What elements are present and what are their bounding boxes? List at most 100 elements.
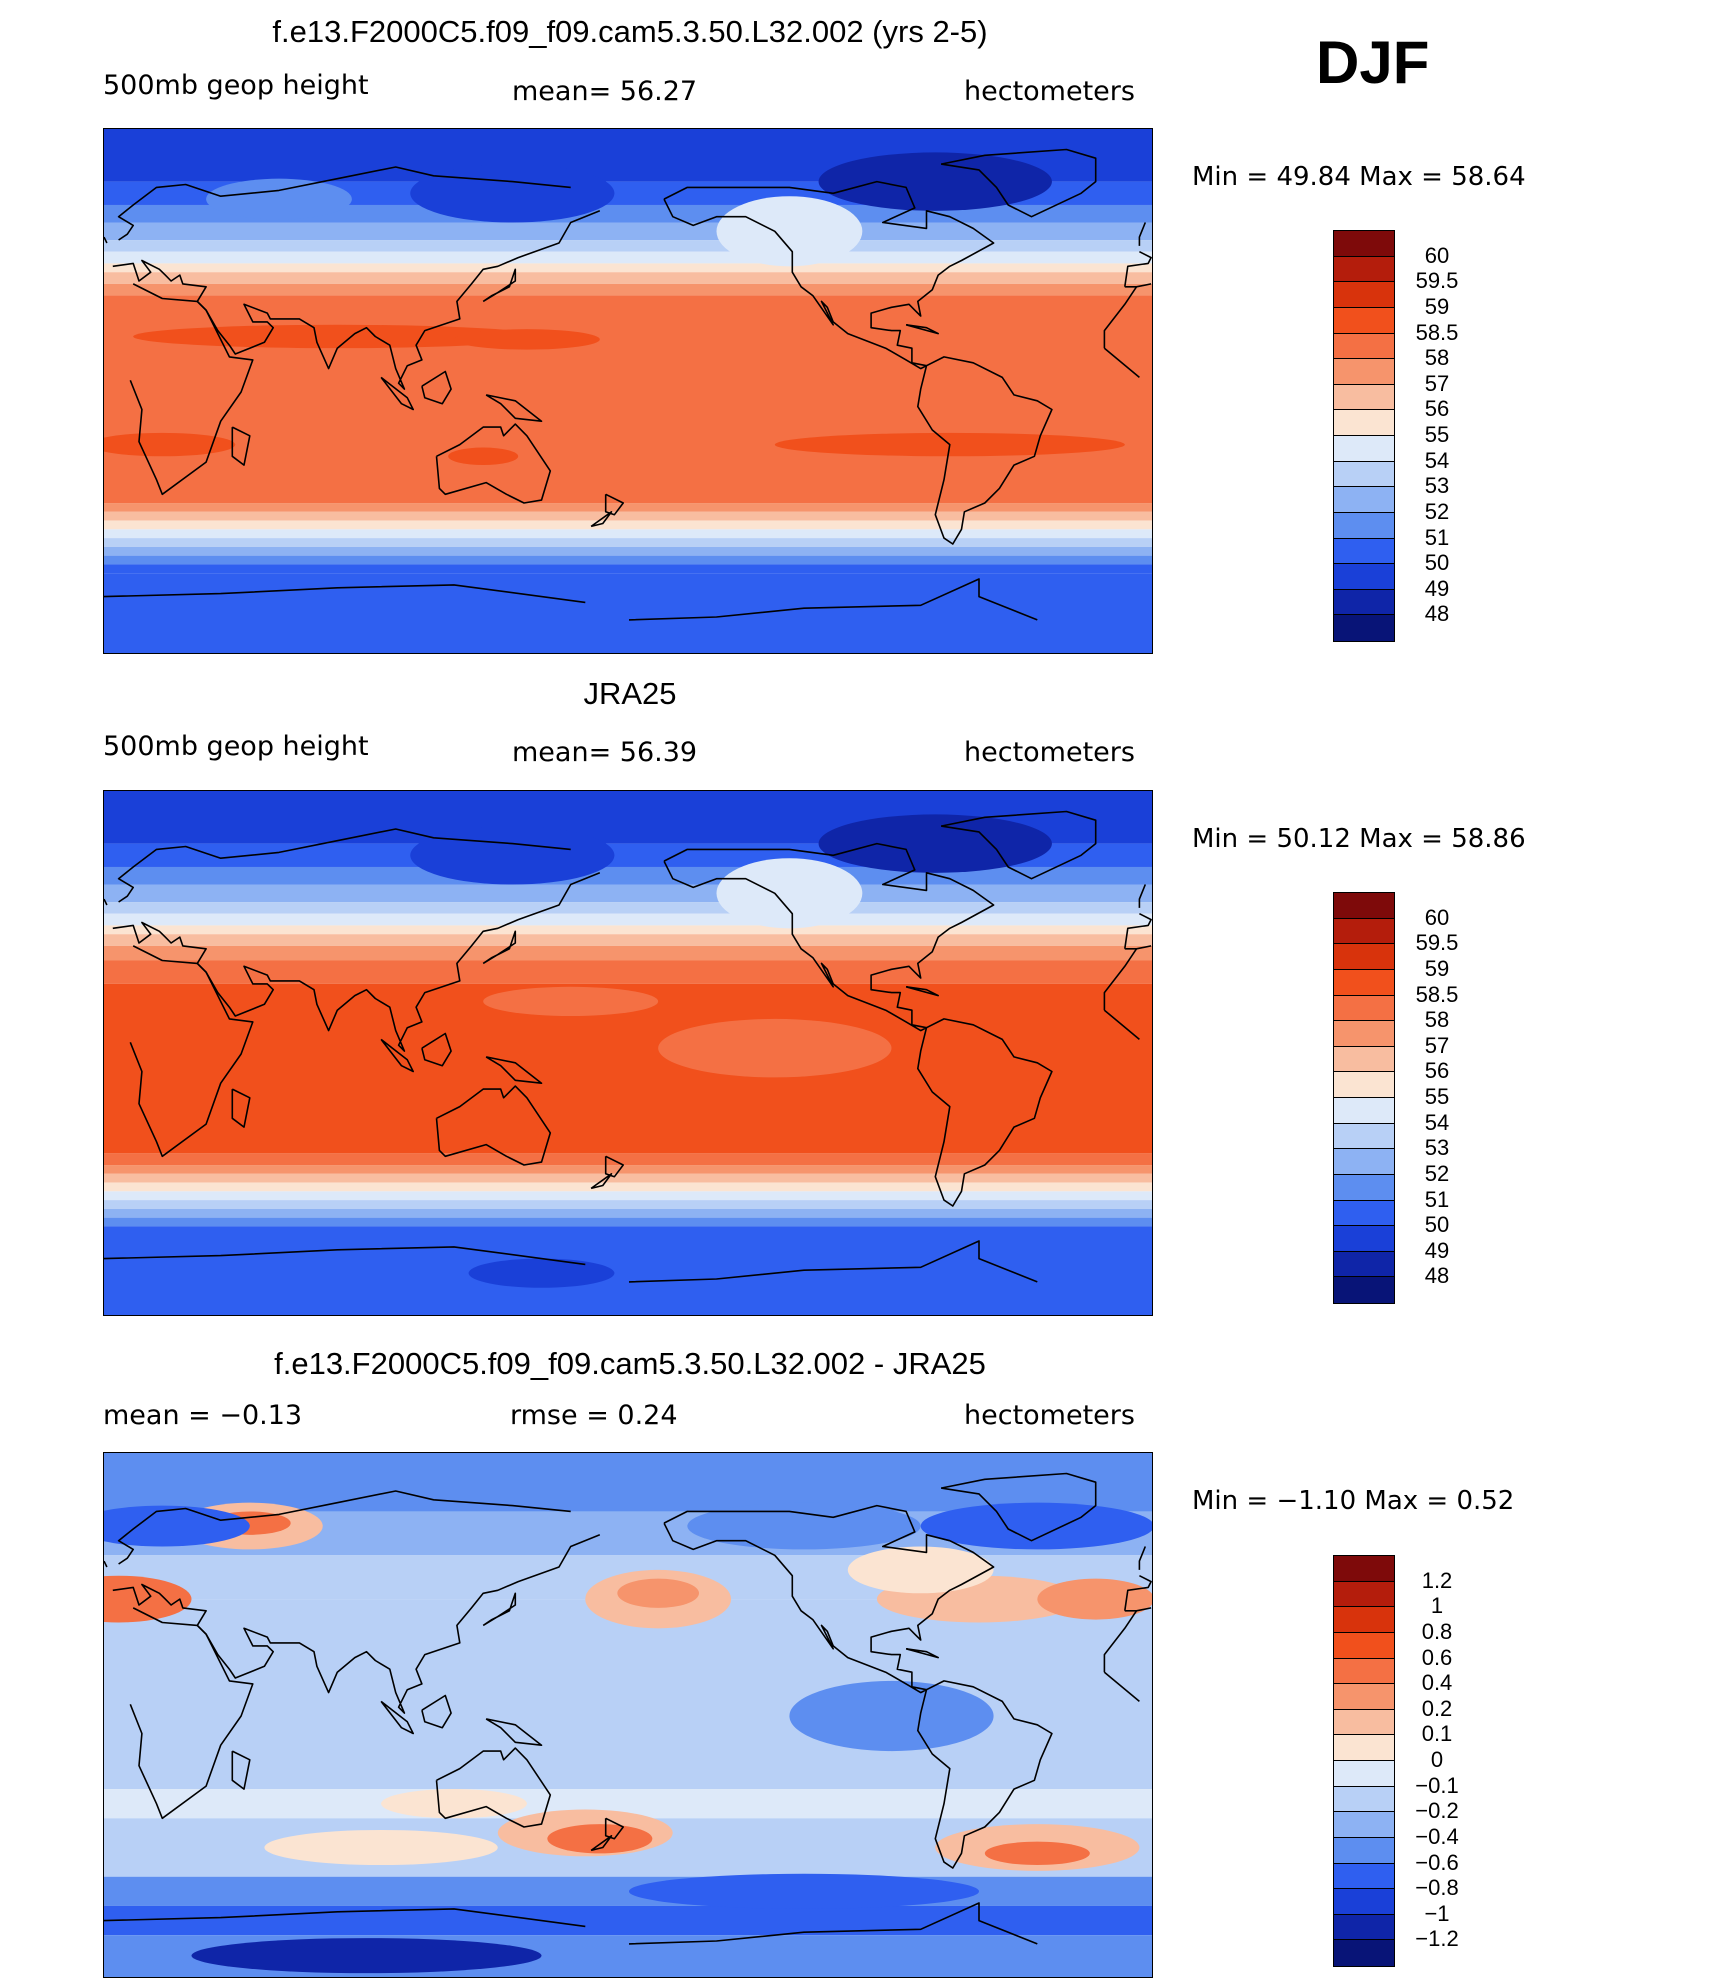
panel2-colorbar-swatch (1334, 1021, 1394, 1047)
panel2-colorbar-swatch (1334, 1072, 1394, 1098)
panel3-coastline (231, 1750, 251, 1790)
panel3-colorbar-swatch (1334, 1581, 1394, 1608)
panel1-colorbar-tick-label: 50 (1424, 550, 1450, 576)
panel2-center-label: mean= 56.39 (512, 737, 698, 768)
panel3-coastlines (104, 1472, 1153, 1944)
panel2-contour-band (104, 1217, 1152, 1227)
panel3-colorbar-swatch (1334, 1812, 1394, 1838)
panel3-colorbar-tick-label: −0.6 (1415, 1849, 1459, 1875)
panel3-right-label: hectometers (964, 1400, 1135, 1431)
panel2-contour-band (104, 1182, 1152, 1192)
panel3-colorbar-swatch (1334, 1940, 1394, 1966)
panel2-colorbar-tick-label: 55 (1424, 1084, 1450, 1109)
panel2-colorbar-swatch (1334, 1200, 1394, 1227)
panel1-max-region (454, 329, 600, 350)
panel1-trough (206, 178, 352, 220)
panel2-colorbar-tick-label: 58 (1424, 1007, 1450, 1033)
panel1-contour-band (104, 222, 1152, 241)
panel3-negative-anomaly (920, 1502, 1152, 1550)
panel1-colorbar-swatch (1334, 231, 1394, 257)
panel1-contour-band (104, 272, 1152, 284)
panel1-colorbar-tick-label: 59.5 (1415, 268, 1459, 294)
panel2-colorbar-swatch (1334, 995, 1394, 1022)
panel3-negative-anomaly (687, 1502, 921, 1550)
panel1-right-label: hectometers (964, 76, 1135, 107)
panel1-colorbar-swatch (1334, 333, 1394, 360)
panel3-coastline (421, 1694, 452, 1729)
panel1-colorbar-swatch (1334, 589, 1394, 616)
panel3-positive-anomaly (1037, 1578, 1152, 1620)
panel2-colorbar-tick-label: 57 (1424, 1032, 1450, 1058)
panel3-coastline (590, 1835, 613, 1852)
panel3-colorbar-tick-label: −0.2 (1415, 1798, 1459, 1824)
panel2-coastline (112, 828, 1152, 1052)
panel1-coastline (421, 370, 452, 405)
panel3-colorbar-tick-label: 0.8 (1421, 1618, 1453, 1644)
panel3-coastline (485, 1718, 543, 1746)
panel1-colorbar-swatch (1334, 487, 1394, 513)
panel1-colorbar-swatch (1334, 410, 1394, 436)
panel1-trough (410, 164, 615, 223)
panel3-coastline (104, 1546, 1147, 1570)
panel1-contour-band (104, 538, 1152, 547)
panel1-contour-band (104, 263, 1152, 273)
panel2-colorbar-tick-label: 60 (1424, 904, 1450, 930)
panel3-colorbar-swatch (1334, 1837, 1394, 1864)
panel3-colorbar-tick-label: −1 (1424, 1900, 1450, 1926)
panel2-colorbar-swatch (1334, 969, 1394, 996)
panel2-contour-band (104, 1191, 1152, 1201)
panel1-trough (818, 152, 1052, 211)
panel1-coastline (917, 356, 1053, 545)
panel1-coastline (104, 222, 1147, 246)
panel1-coastline (485, 394, 543, 422)
panel2-colorbar-tick-label: 59 (1424, 955, 1450, 981)
panel1-colorbar-swatch (1334, 436, 1394, 462)
panel1-contour-band (104, 564, 1152, 574)
panel3-negative-anomaly (191, 1938, 542, 1974)
panel1-colorbar-swatch (1334, 282, 1394, 308)
panel1-colorbar-tick-label: 49 (1424, 575, 1450, 601)
panel2-map (103, 790, 1153, 1316)
panel2-colorbar-tick-label: 59.5 (1415, 930, 1459, 956)
panel1-colorbar-swatch (1334, 461, 1394, 488)
panel3-positive-anomaly (547, 1824, 653, 1854)
panel3-title: f.e13.F2000C5.f09_f09.cam5.3.50.L32.002 … (274, 1346, 986, 1381)
panel1-colorbar-tick-label: 60 (1424, 242, 1450, 268)
panel1-contour-band (104, 520, 1152, 530)
panel3-colorbar-tick-label: 1.2 (1421, 1567, 1453, 1593)
panel1-coastline (905, 324, 939, 335)
panel2-minmax: Min = 50.12 Max = 58.86 (1192, 824, 1526, 854)
panel3-colorbar-swatch (1334, 1658, 1394, 1685)
panel1-colorbar-tick-label: 58 (1424, 345, 1450, 371)
panel3-coastline (940, 1472, 1097, 1542)
panel3-coastline (917, 1680, 1053, 1869)
panel2-contour-band (104, 1165, 1152, 1174)
panel3-negative-anomaly (104, 1505, 250, 1547)
panel2-right-label: hectometers (964, 737, 1135, 768)
panel2-contour-band (104, 866, 1152, 885)
panel3-negative-anomaly (220, 1613, 571, 1760)
panel3-colorbar-tick-label: 0.4 (1421, 1670, 1453, 1696)
panel3-colorbar (1333, 1555, 1395, 1967)
panel2-colorbar-tick-label: 51 (1424, 1186, 1450, 1212)
panel3-left-label: mean = −0.13 (103, 1400, 303, 1431)
panel2-coastline (231, 1088, 251, 1128)
panel1-contour-band (104, 573, 1152, 653)
panel2-contour-band (104, 1208, 1152, 1218)
panel1-colorbar-tick-label: 48 (1424, 601, 1450, 627)
panel3-colorbar-swatch (1334, 1684, 1394, 1710)
panel2-colorbar-tick-label: 56 (1424, 1058, 1450, 1084)
panel2-colorbar-swatch (1334, 1098, 1394, 1124)
panel2-colorbar-swatch (1334, 1277, 1394, 1303)
panel3-colorbar-tick-label: −1.2 (1415, 1926, 1459, 1952)
panel3-coastline (604, 1817, 624, 1840)
panel1-contour-band (104, 511, 1152, 521)
panel3-positive-anomaly (984, 1841, 1090, 1866)
panel2-colorbar-tick-label: 48 (1424, 1263, 1450, 1289)
panel1-colorbar-swatch (1334, 359, 1394, 385)
panel2-left-label: 500mb geop height (103, 731, 369, 762)
panel1-colorbar-tick-label: 51 (1424, 524, 1450, 550)
panel1-colorbar-tick-label: 56 (1424, 396, 1450, 422)
panel1-left-label: 500mb geop height (103, 70, 369, 101)
panel3-colorbar-tick-label: 0.6 (1421, 1644, 1453, 1670)
